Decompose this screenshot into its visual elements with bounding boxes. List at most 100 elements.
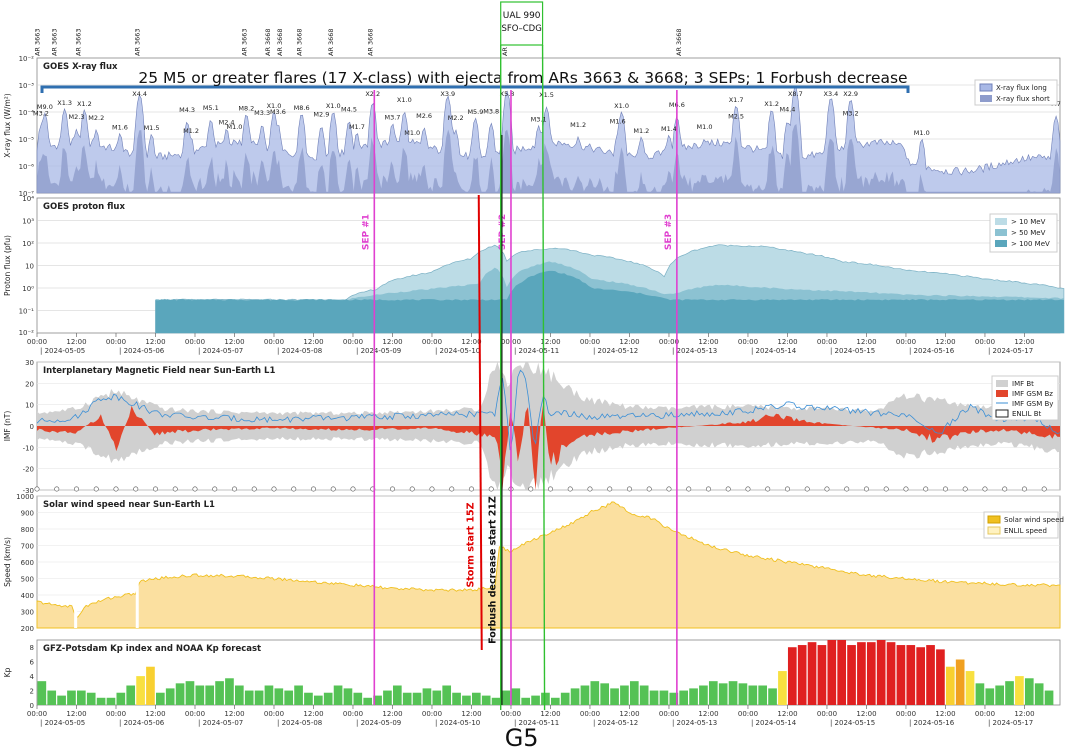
legend-swatch [987,526,1001,535]
flare-label: M3.7 [385,114,401,122]
time-tick-label: 00:00 [343,710,363,718]
imf-legend: IMF Bt IMF GSM Bz IMF GSM By ENLIL Bt [991,375,1059,421]
kp-bar [432,690,442,705]
legend-label: > 10 MeV [1011,218,1046,226]
imf-ytick-label: 0 [30,423,34,431]
enlil-marker [844,486,850,492]
flare-label: M3.2 [843,109,859,117]
date-tick-label: | 2024-05-17 [988,719,1033,727]
flare-label: X2.2 [365,90,380,98]
kp-bar [392,685,402,705]
date-tick-label: | 2024-05-09 [356,347,401,355]
headline-text: 25 M5 or greater flares (17 X-class) wit… [138,69,907,87]
kp-bar [185,681,195,705]
flare-label: M4.3 [179,106,195,114]
kp-bar [165,688,175,705]
kp-ytick-label: 6 [30,659,35,667]
flare-label: M1.7 [349,123,365,131]
kp-ytick-label: 2 [30,688,34,696]
flare-label: M3.6 [270,108,286,116]
flight-number: UAL 990 [503,11,541,21]
active-region-label: AR 3668 [327,28,335,56]
date-tick-label: | 2024-05-12 [593,347,638,355]
kp-bar [471,692,481,705]
flare-label: X3.9 [440,90,455,98]
time-tick-label: 00:00 [264,338,284,346]
legend-swatch [996,380,1008,387]
date-tick-label: | 2024-05-15 [830,347,875,355]
kp-bar [225,678,234,705]
flare-label: M2.3 [69,113,85,121]
flare-label: M1.6 [112,123,128,131]
kp-bar [1024,678,1034,705]
kp-bar [768,688,777,705]
time-tick-label: 12:00 [856,338,876,346]
time-tick-label: 00:00 [659,710,679,718]
kp-bar [718,683,728,705]
enlil-marker [468,486,474,492]
time-tick-label: 00:00 [185,338,205,346]
enlil-marker [350,486,356,492]
kp-bar [136,676,145,705]
enlil-marker [310,486,316,492]
flare-label: M2.4 [219,119,235,127]
enlil-marker [804,486,810,492]
flare-label: X1.0 [267,102,282,110]
kp-bar [511,688,521,705]
date-tick-label: | 2024-05-10 [435,719,480,727]
enlil-marker [784,486,790,492]
flare-label: M1.0 [914,129,930,137]
kp-bar [205,685,215,705]
time-tick-label: 12:00 [66,710,86,718]
kp-bar [541,692,550,705]
flare-label: M3.2 [33,109,49,117]
active-region-label: AR 3663 [240,28,248,56]
time-tick-label: 12:00 [461,338,481,346]
storm-start-label: Storm start 15Z [466,502,477,587]
enlil-marker [34,486,40,492]
kp-bar [313,695,323,705]
date-tick-label: | 2024-05-06 [119,719,165,727]
imf-ytick-label: 10 [25,402,34,410]
imf-ytick-label: -10 [23,444,34,452]
enlil-marker [152,486,158,492]
kp-bar [945,666,955,705]
flare-label: M1.5 [144,124,160,132]
kp-bar [76,690,86,705]
flare-label: M1.2 [633,127,649,135]
sep-label: SEP #3 [664,214,674,250]
legend-label: Solar wind speed [1004,516,1064,524]
enlil-marker [626,486,632,492]
proton-ytick-label: 10⁻¹ [19,308,35,316]
proton-area-3 [155,270,1064,333]
enlil-marker [646,486,652,492]
flare-label: M4.5 [341,105,357,113]
enlil-marker [607,486,613,492]
solar-wind-area [36,501,1061,629]
kp-bar [452,692,461,705]
imf-ytick-label: -30 [23,487,34,495]
enlil-marker [903,486,909,492]
enlil-marker [883,486,889,492]
time-tick-label: 00:00 [896,338,916,346]
date-tick-label: | 2024-05-14 [751,719,797,727]
forbush-label: Forbush decrease start 21Z [487,496,498,644]
kp-bar [827,640,837,705]
kp-bar [96,697,106,705]
time-tick-label: 00:00 [817,338,837,346]
legend-swatch [995,409,1009,418]
kp-bar [857,642,866,705]
enlil-marker [765,486,771,492]
kp-bar [600,683,610,705]
kp-bar [649,690,659,705]
enlil-marker [923,486,929,492]
flare-label: X8.7 [788,90,803,98]
flare-label: M1.6 [610,117,626,125]
flare-label: X3.4 [824,90,839,98]
enlil-marker [745,486,751,492]
legend-swatch [995,218,1007,225]
legend-swatch [987,515,1001,524]
kp-bar [343,688,353,705]
xray-ytick-label: 10⁻⁶ [19,163,35,171]
